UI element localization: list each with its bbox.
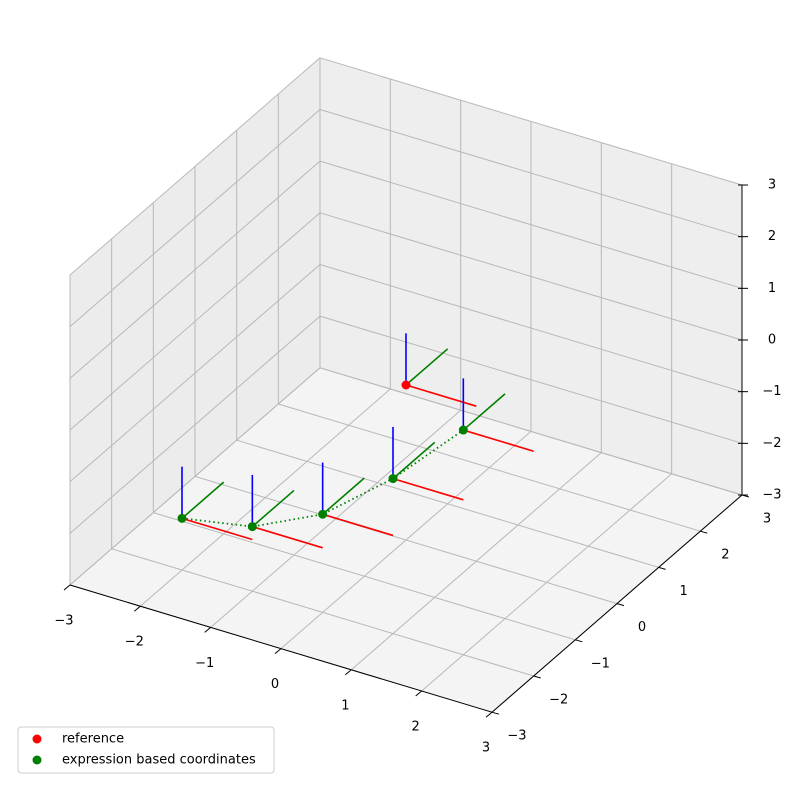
z-tick-label: 3: [768, 178, 776, 193]
x-tick: [204, 627, 211, 633]
frame-x: [405, 384, 477, 407]
x-tick: [274, 648, 282, 654]
grid-line: [319, 160, 743, 289]
y-tick: [491, 711, 500, 715]
legend-label: reference: [62, 732, 124, 747]
z-tick-label: −2: [762, 436, 781, 451]
grid-line: [319, 108, 743, 238]
grid-line: [319, 263, 743, 393]
grid-line: [236, 439, 659, 568]
z-tick-label: 1: [768, 281, 776, 296]
legend-label: expression based coordinates: [62, 753, 256, 768]
z-tick-label: −3: [762, 488, 781, 503]
y-tick-label: −3: [507, 729, 526, 744]
y-tick-label: 3: [763, 512, 771, 527]
frame-y: [251, 489, 295, 528]
frame-x: [252, 525, 323, 549]
grid-line: [194, 475, 618, 605]
z-tick-label: −1: [762, 384, 781, 399]
y-tick-label: 1: [680, 584, 688, 599]
legend-marker: [32, 734, 42, 744]
frame-y: [392, 441, 436, 480]
point: [401, 380, 411, 390]
grid-line: [69, 160, 321, 379]
grid-line: [69, 109, 321, 328]
point: [247, 522, 257, 532]
y-tick: [658, 566, 666, 570]
y-tick-label: −1: [591, 656, 610, 671]
frame-y: [462, 393, 506, 431]
y-tick: [700, 530, 708, 534]
x-tick-label: −1: [195, 656, 214, 671]
grid-line: [319, 315, 743, 444]
frame-x: [322, 513, 394, 537]
frame-y: [322, 477, 365, 515]
y-tick-label: 2: [721, 548, 729, 563]
point: [177, 513, 187, 523]
y-tick: [575, 639, 583, 643]
legend-box: [17, 726, 275, 774]
grid-line: [319, 57, 743, 186]
y-tick-label: −2: [549, 693, 568, 708]
x-tick: [485, 711, 493, 718]
x-tick-label: −2: [125, 635, 144, 650]
grid-line: [278, 403, 701, 532]
y-tick: [533, 675, 541, 679]
frame-y: [181, 481, 225, 519]
point: [318, 509, 328, 519]
frame-x: [181, 517, 253, 541]
grid-line: [319, 367, 743, 496]
x-tick-label: 0: [271, 677, 279, 692]
x-tick-label: 1: [341, 698, 349, 713]
x-tick-label: 3: [482, 741, 490, 756]
grid-line: [69, 315, 321, 534]
grid-line: [153, 512, 576, 641]
x-tick: [134, 605, 141, 612]
z-tick-label: 0: [768, 333, 776, 348]
grid-line: [69, 264, 321, 483]
grid-line: [69, 57, 321, 276]
legend-marker: [32, 755, 42, 765]
point: [458, 425, 468, 435]
x-tick: [345, 669, 352, 676]
point: [388, 474, 398, 484]
frame-y: [405, 348, 449, 386]
frame-x: [463, 429, 534, 453]
y-tick-label: 0: [638, 620, 646, 635]
grid-line: [319, 212, 743, 341]
y-tick: [616, 603, 625, 607]
x-tick-label: −3: [54, 614, 73, 629]
grid-line: [111, 548, 534, 677]
grid-line: [69, 367, 321, 586]
frame-x: [392, 477, 464, 501]
z-tick-label: 2: [768, 229, 776, 244]
x-tick: [63, 584, 71, 591]
x-tick-label: 2: [412, 720, 420, 735]
x-tick: [415, 690, 422, 697]
grid-line: [69, 212, 321, 431]
